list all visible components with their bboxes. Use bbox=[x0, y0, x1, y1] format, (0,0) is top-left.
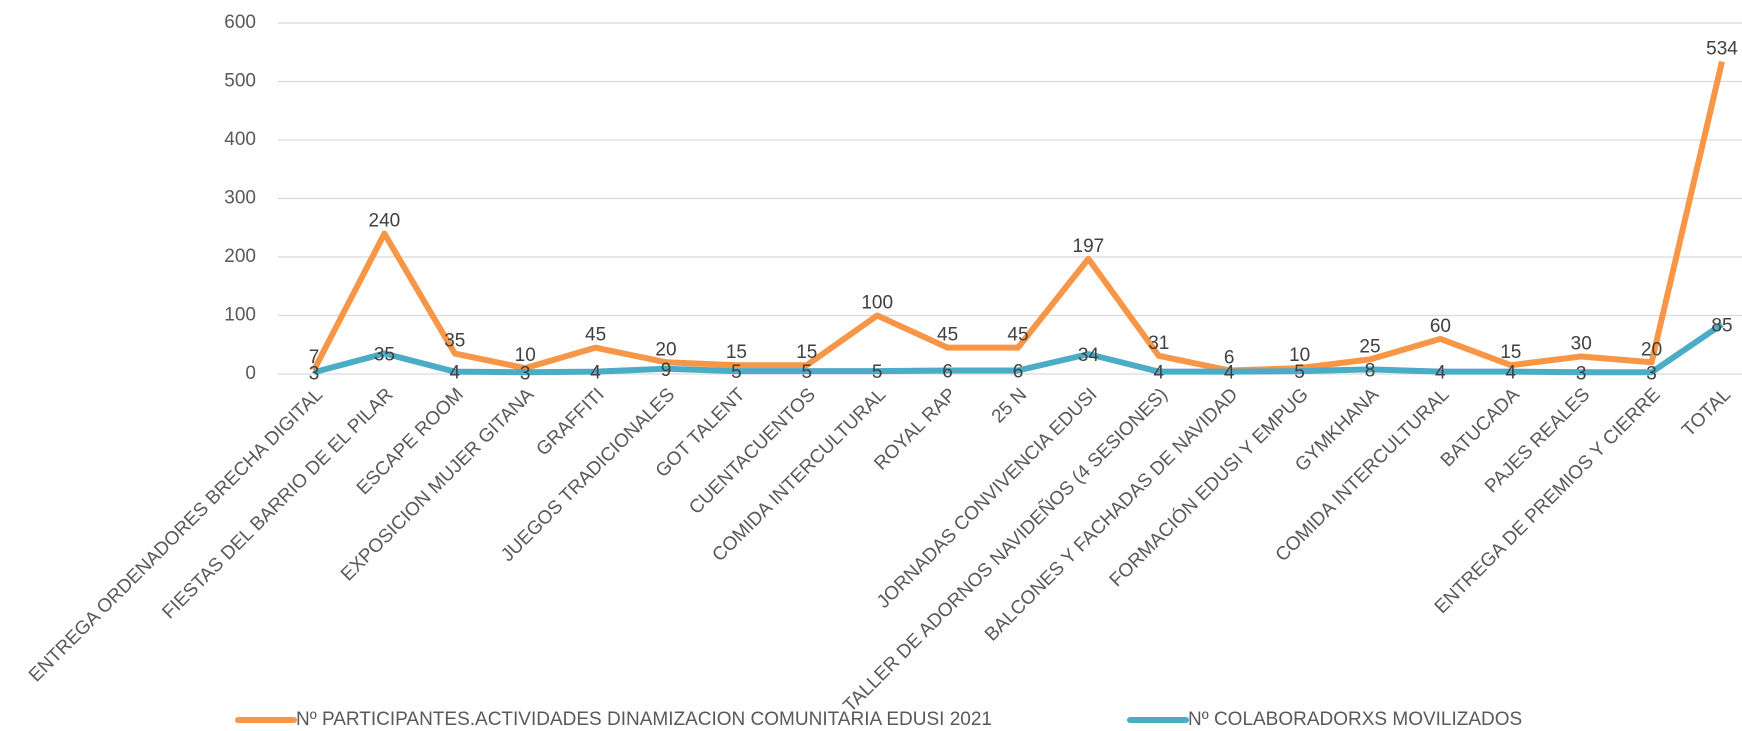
data-label: 10 bbox=[515, 345, 536, 366]
x-tick-label: GRAFFITI bbox=[533, 384, 609, 460]
legend-label: Nº COLABORADORXS MOVILIZADOS bbox=[1188, 709, 1522, 730]
data-label: 3 bbox=[520, 363, 531, 384]
data-label: 7 bbox=[309, 347, 320, 368]
data-label: 6 bbox=[1224, 348, 1235, 369]
data-label: 45 bbox=[937, 325, 958, 346]
data-label: 3 bbox=[309, 363, 320, 384]
data-label: 240 bbox=[369, 211, 401, 232]
data-label: 4 bbox=[450, 363, 461, 384]
x-tick-label: TALLER DE ADORNOS NAVIDEÑOS (4 SESIONES) bbox=[839, 384, 1172, 717]
data-label: 20 bbox=[655, 339, 676, 360]
data-label: 60 bbox=[1430, 316, 1451, 337]
data-label: 35 bbox=[374, 345, 395, 366]
y-tick-label: 300 bbox=[224, 188, 256, 209]
data-label: 197 bbox=[1073, 236, 1105, 257]
data-label: 5 bbox=[731, 362, 742, 383]
x-tick-label: 25 N bbox=[988, 384, 1031, 427]
data-label: 534 bbox=[1706, 39, 1738, 60]
y-tick-label: 200 bbox=[224, 246, 256, 267]
y-tick-label: 500 bbox=[224, 71, 256, 92]
y-tick-label: 100 bbox=[224, 305, 256, 326]
data-label: 20 bbox=[1641, 339, 1662, 360]
data-label: 8 bbox=[1365, 360, 1376, 381]
data-label: 4 bbox=[1224, 363, 1235, 384]
data-label: 4 bbox=[1154, 363, 1165, 384]
data-label: 25 bbox=[1359, 336, 1380, 357]
x-tick-label: TOTAL bbox=[1678, 384, 1735, 441]
y-tick-label: 400 bbox=[224, 129, 256, 150]
data-label: 6 bbox=[1013, 362, 1024, 383]
data-label: 15 bbox=[1500, 342, 1521, 363]
data-label: 3 bbox=[1646, 363, 1657, 384]
data-label: 45 bbox=[585, 325, 606, 346]
x-tick-label: CUENTACUENTOS bbox=[685, 384, 820, 519]
data-label: 3 bbox=[1576, 363, 1587, 384]
data-label: 34 bbox=[1078, 345, 1100, 366]
series-line bbox=[311, 60, 1725, 374]
data-label: 85 bbox=[1711, 315, 1732, 336]
data-label: 15 bbox=[796, 342, 817, 363]
y-tick-label: 0 bbox=[245, 363, 256, 384]
legend-label: Nº PARTICIPANTES.ACTIVIDADES DINAMIZACIO… bbox=[296, 709, 992, 730]
x-tick-label: ENTREGA ORDENADORES BRECHA DIGITAL bbox=[25, 384, 327, 686]
data-label: 5 bbox=[872, 362, 883, 383]
data-label: 4 bbox=[590, 363, 601, 384]
x-tick-label: BALCONES Y FACHADAS DE NAVIDAD bbox=[981, 384, 1242, 645]
data-label: 4 bbox=[1506, 363, 1517, 384]
data-label: 9 bbox=[661, 360, 672, 381]
data-label: 5 bbox=[802, 362, 813, 383]
y-tick-label: 600 bbox=[224, 12, 256, 33]
data-label: 6 bbox=[942, 362, 953, 383]
data-label: 45 bbox=[1007, 325, 1028, 346]
data-label: 10 bbox=[1289, 345, 1310, 366]
data-label: 15 bbox=[726, 342, 747, 363]
data-label: 30 bbox=[1571, 333, 1592, 354]
data-label: 31 bbox=[1148, 333, 1169, 354]
data-label: 4 bbox=[1435, 363, 1446, 384]
series-line bbox=[313, 321, 1724, 376]
data-label: 35 bbox=[444, 331, 465, 352]
data-label: 100 bbox=[861, 293, 893, 314]
data-label: 5 bbox=[1294, 362, 1305, 383]
